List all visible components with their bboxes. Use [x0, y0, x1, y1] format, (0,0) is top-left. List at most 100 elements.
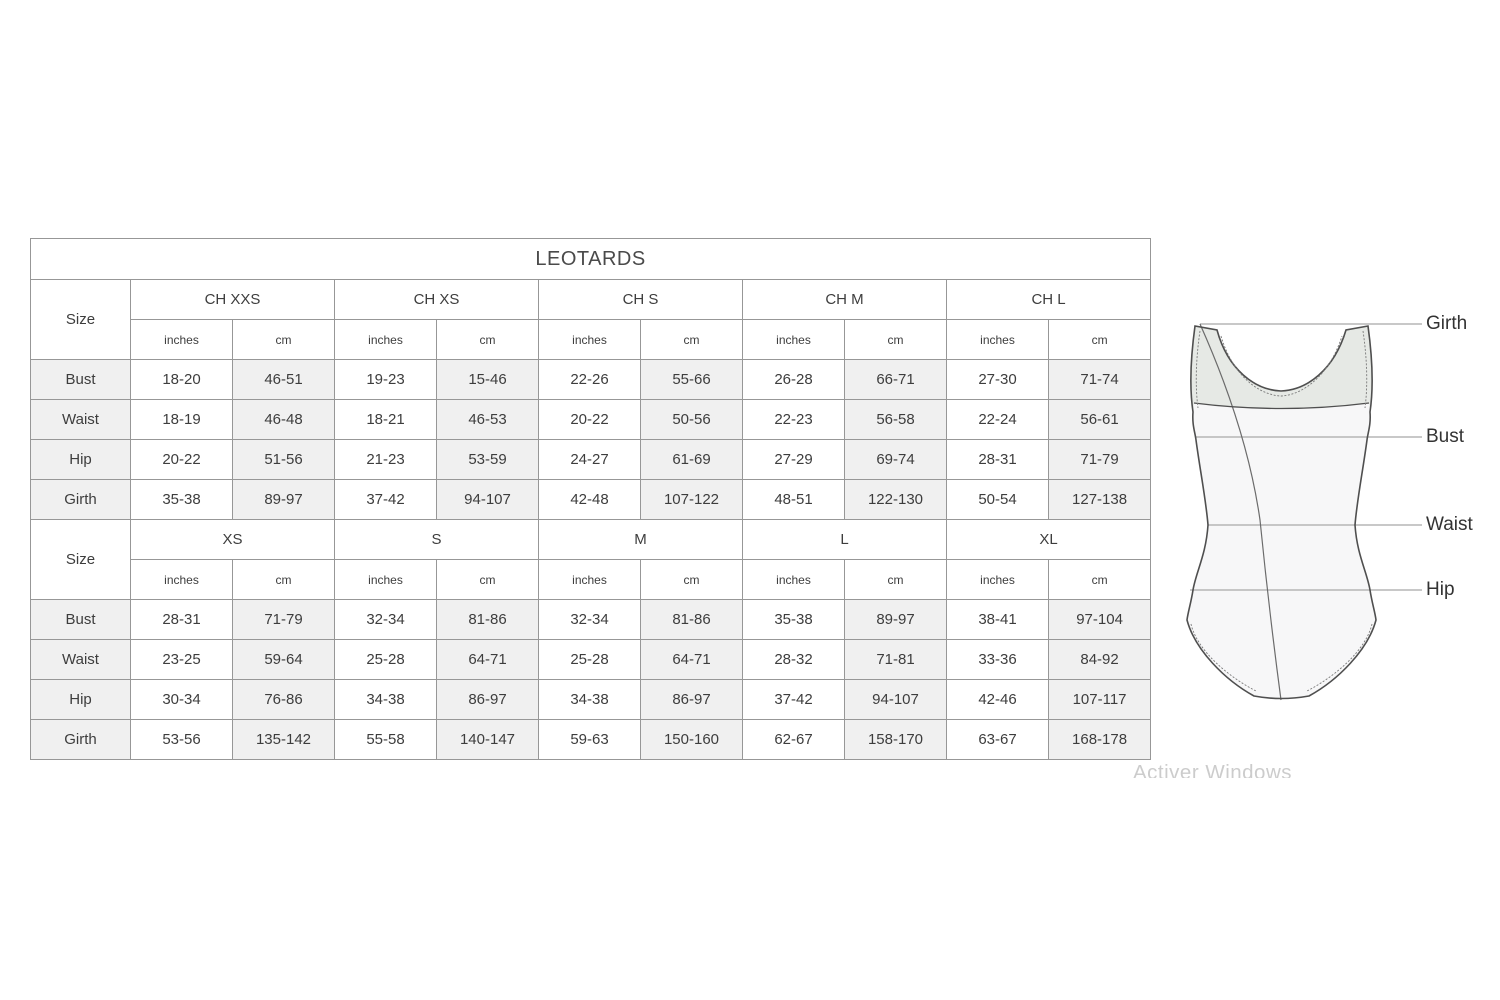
table-row: Waist 23-25 59-64 25-28 64-71 25-28 64-7…	[30, 639, 1152, 680]
value-cell: 64-71	[436, 639, 539, 680]
unit-header-inches: inches	[334, 559, 437, 600]
value-cell: 21-23	[334, 439, 437, 480]
table-row: Hip 20-22 51-56 21-23 53-59 24-27 61-69 …	[30, 439, 1152, 480]
value-cell: 32-34	[334, 599, 437, 640]
size-group-header-xs: XS	[130, 519, 335, 560]
value-cell: 59-64	[232, 639, 335, 680]
value-cell: 37-42	[742, 679, 845, 720]
value-cell: 33-36	[946, 639, 1049, 680]
unit-header-cm: cm	[1047, 559, 1152, 600]
value-cell: 48-51	[742, 479, 845, 520]
value-cell: 89-97	[844, 599, 947, 640]
row-label-bust: Bust	[30, 599, 131, 640]
value-cell: 61-69	[640, 439, 743, 480]
measurement-label-girth: Girth	[1426, 313, 1468, 334]
unit-header-cm: cm	[232, 319, 335, 360]
value-cell: 30-34	[130, 679, 233, 720]
value-cell: 94-107	[436, 479, 539, 520]
value-cell: 19-23	[334, 359, 437, 400]
value-cell: 71-81	[844, 639, 947, 680]
value-cell: 86-97	[436, 679, 539, 720]
value-cell: 71-79	[1047, 439, 1152, 480]
value-cell: 62-67	[742, 719, 845, 760]
value-cell: 22-26	[538, 359, 641, 400]
measurement-label-waist: Waist	[1426, 514, 1473, 535]
table-row: Bust 18-20 46-51 19-23 15-46 22-26 55-66…	[30, 359, 1152, 400]
row-label-waist: Waist	[30, 639, 131, 680]
value-cell: 168-178	[1047, 719, 1152, 760]
value-cell: 55-66	[640, 359, 743, 400]
value-cell: 56-61	[1047, 399, 1152, 440]
value-cell: 158-170	[844, 719, 947, 760]
value-cell: 89-97	[232, 479, 335, 520]
unit-header-cm: cm	[844, 319, 947, 360]
unit-header-cm: cm	[844, 559, 947, 600]
value-cell: 66-71	[844, 359, 947, 400]
value-cell: 26-28	[742, 359, 845, 400]
size-header: Size	[30, 279, 131, 360]
value-cell: 140-147	[436, 719, 539, 760]
unit-header-cm: cm	[232, 559, 335, 600]
activate-windows-watermark: Activer Windows	[1133, 761, 1293, 778]
value-cell: 38-41	[946, 599, 1049, 640]
value-cell: 86-97	[640, 679, 743, 720]
measurement-label-hip: Hip	[1426, 579, 1455, 600]
size-header: Size	[30, 519, 131, 600]
unit-header-inches: inches	[742, 319, 845, 360]
value-cell: 25-28	[538, 639, 641, 680]
value-cell: 20-22	[538, 399, 641, 440]
value-cell: 28-32	[742, 639, 845, 680]
value-cell: 20-22	[130, 439, 233, 480]
unit-header-inches: inches	[538, 319, 641, 360]
value-cell: 81-86	[640, 599, 743, 640]
table-row: Girth 53-56 135-142 55-58 140-147 59-63 …	[30, 719, 1152, 760]
value-cell: 34-38	[334, 679, 437, 720]
value-cell: 32-34	[538, 599, 641, 640]
value-cell: 22-23	[742, 399, 845, 440]
row-label-girth: Girth	[30, 719, 131, 760]
value-cell: 94-107	[844, 679, 947, 720]
unit-header-inches: inches	[946, 559, 1049, 600]
size-group-header-ch-xxs: CH XXS	[130, 279, 335, 320]
value-cell: 46-48	[232, 399, 335, 440]
stitch-details	[1190, 330, 1373, 692]
value-cell: 69-74	[844, 439, 947, 480]
value-cell: 25-28	[334, 639, 437, 680]
size-group-header-ch-l: CH L	[945, 279, 1152, 320]
unit-header-inches: inches	[946, 319, 1049, 360]
value-cell: 37-42	[334, 479, 437, 520]
size-table: LEOTARDS Size CH XXS CH XS CH S CH M CH …	[29, 238, 1152, 760]
value-cell: 97-104	[1047, 599, 1152, 640]
value-cell: 42-48	[538, 479, 641, 520]
unit-header-inches: inches	[130, 319, 233, 360]
value-cell: 59-63	[538, 719, 641, 760]
leotard-diagram: Girth Bust Waist Hip	[1170, 300, 1500, 720]
value-cell: 71-79	[232, 599, 335, 640]
value-cell: 56-58	[844, 399, 947, 440]
size-group-header-m: M	[538, 519, 743, 560]
value-cell: 50-54	[946, 479, 1049, 520]
value-cell: 127-138	[1047, 479, 1152, 520]
size-group-header-s: S	[334, 519, 539, 560]
size-group-header-xl: XL	[945, 519, 1152, 560]
measurement-label-bust: Bust	[1426, 426, 1465, 447]
unit-header-cm: cm	[436, 559, 539, 600]
value-cell: 35-38	[130, 479, 233, 520]
value-cell: 150-160	[640, 719, 743, 760]
value-cell: 28-31	[130, 599, 233, 640]
value-cell: 28-31	[946, 439, 1049, 480]
value-cell: 24-27	[538, 439, 641, 480]
value-cell: 55-58	[334, 719, 437, 760]
unit-header-inches: inches	[742, 559, 845, 600]
value-cell: 18-20	[130, 359, 233, 400]
girth-line	[1199, 323, 1282, 701]
table-row: Girth 35-38 89-97 37-42 94-107 42-48 107…	[30, 479, 1152, 520]
value-cell: 46-53	[436, 399, 539, 440]
unit-header-inches: inches	[334, 319, 437, 360]
table-row: Hip 30-34 76-86 34-38 86-97 34-38 86-97 …	[30, 679, 1152, 720]
value-cell: 53-56	[130, 719, 233, 760]
value-cell: 63-67	[946, 719, 1049, 760]
value-cell: 18-19	[130, 399, 233, 440]
row-label-hip: Hip	[30, 439, 131, 480]
unit-header-cm: cm	[1047, 319, 1152, 360]
